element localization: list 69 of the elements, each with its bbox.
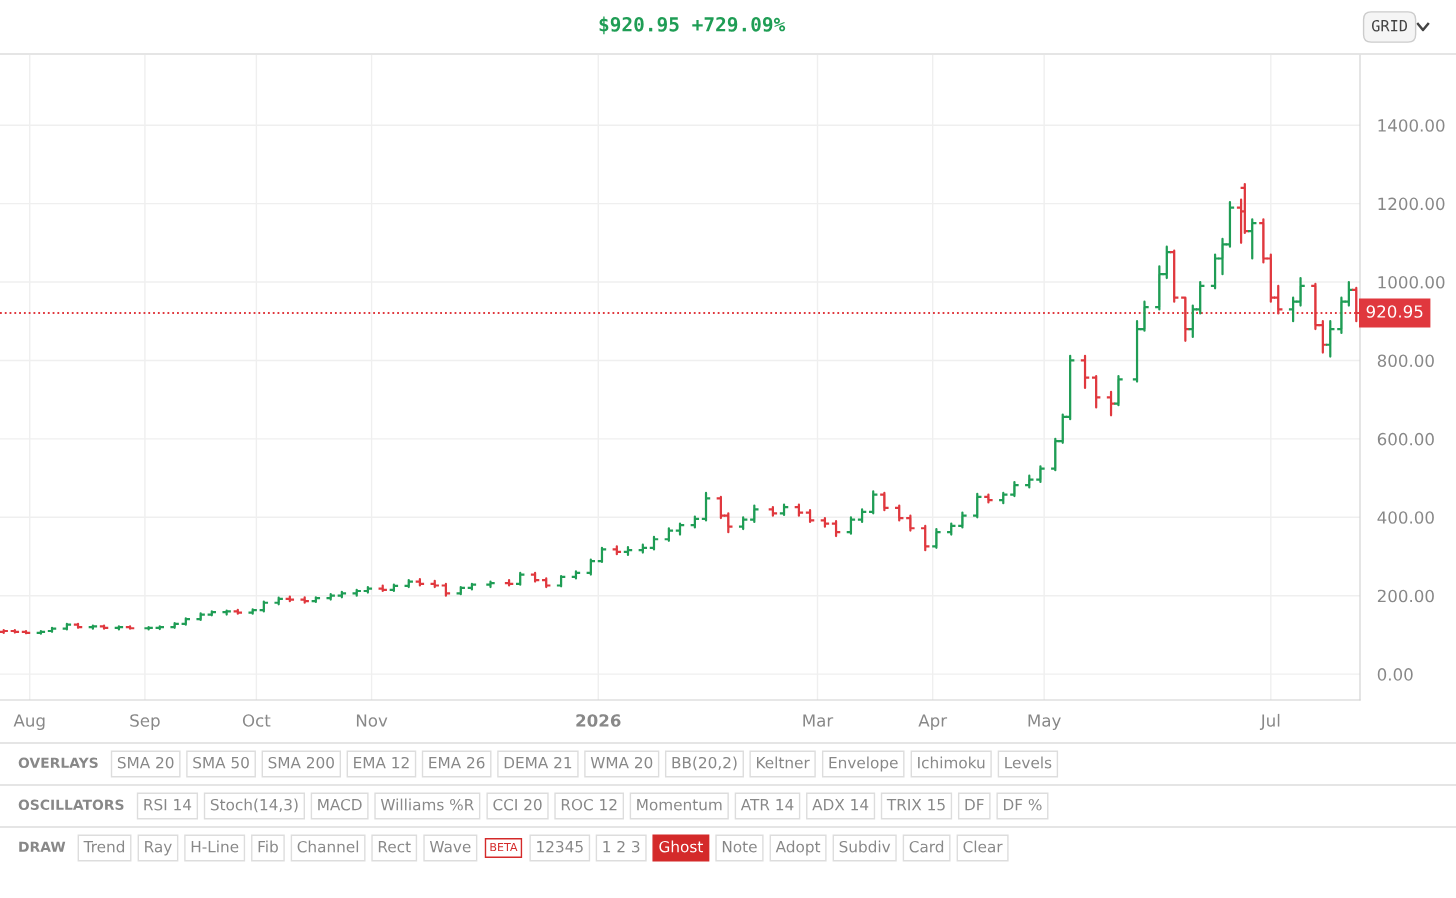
text: EMA 26 [429, 756, 485, 769]
text: 12345 [537, 840, 583, 853]
candlestick [820, 516, 830, 528]
y-tick-label: 1000.00 [1378, 275, 1445, 289]
x-tick-label: May [1028, 714, 1061, 731]
text: Note [722, 841, 757, 853]
text: Williams %R [380, 798, 474, 811]
text: DRAW [19, 841, 66, 852]
text: ADX 14 [812, 799, 869, 811]
text: TRIX 15 [886, 799, 945, 811]
text: Ichimoku [918, 756, 985, 769]
text: GRID [1371, 19, 1408, 32]
x-tick-label: Aug [13, 714, 45, 731]
x-tick-label: Oct [242, 714, 271, 727]
text: Adopt [775, 840, 821, 856]
text: Levels [1005, 756, 1052, 769]
y-tick-label: 800.00 [1377, 354, 1434, 368]
text: OVERLAYS [18, 757, 98, 769]
y-tick-label: 400.00 [1377, 511, 1434, 524]
text: H-Line [191, 840, 239, 853]
text: OSCILLATORS [18, 799, 124, 811]
text: Trend [83, 840, 125, 853]
candlestick [1106, 390, 1116, 417]
y-tick-label: 0.00 [1377, 668, 1413, 681]
text: RSI 14 [144, 798, 192, 811]
ref-line-label: 920.95 [1366, 305, 1423, 318]
text: DF % [1004, 798, 1042, 811]
x-tick-label: Mar [803, 714, 834, 727]
x-tick-label: 2026 [576, 714, 621, 727]
text: Wave [429, 841, 471, 853]
text: Momentum [637, 799, 722, 811]
text: Stoch(14,3) [210, 798, 298, 813]
text: SMA 200 [268, 756, 334, 769]
text: BETA [490, 842, 518, 852]
text: WMA 20 [590, 756, 653, 769]
y-tick-label: 600.00 [1377, 432, 1434, 446]
text: DF [965, 799, 984, 811]
x-tick-label: Apr [918, 714, 948, 731]
text: Subdiv [839, 840, 891, 853]
text: Rect [378, 841, 411, 853]
text: MACD [318, 798, 362, 811]
text: Channel [297, 840, 359, 853]
y-tick-label: 1200.00 [1378, 197, 1445, 211]
text: BB(20,2) [672, 756, 737, 771]
y-tick-label: 200.00 [1377, 589, 1434, 603]
text: EMA 12 [354, 756, 409, 769]
text: Ghost [659, 840, 703, 853]
text: SMA 20 [117, 756, 174, 769]
x-tick-label: Sep [130, 714, 160, 731]
text: DEMA 21 [504, 756, 572, 769]
text: ROC 12 [561, 798, 617, 811]
text: Ray [145, 841, 172, 856]
x-tick-label: Nov [356, 714, 388, 727]
text: 1 2 3 [603, 840, 640, 853]
candlestick [794, 503, 804, 517]
y-tick-label: 1400.00 [1378, 119, 1445, 132]
x-tick-label: Jul [1259, 713, 1280, 730]
text: SMA 50 [193, 756, 249, 769]
text: ATR 14 [740, 799, 794, 811]
text: CCI 20 [493, 798, 542, 811]
candlestick [612, 545, 622, 556]
text: Clear [963, 840, 1003, 853]
text: Keltner [757, 756, 810, 769]
candlestick [1080, 354, 1090, 389]
text: Envelope [829, 756, 898, 772]
text: Fib [258, 840, 278, 853]
candlestick [623, 545, 633, 557]
text: Card [909, 840, 944, 853]
text: $920.95 +729.09% [599, 16, 786, 35]
